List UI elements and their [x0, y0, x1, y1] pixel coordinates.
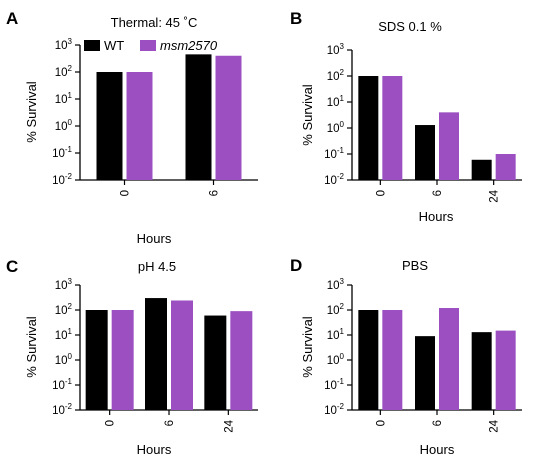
panel-b: B SDS 0.1 % 10-2 10-1 100 101 102 103 % Survival…	[290, 9, 522, 224]
y-tick-label: 10-1	[52, 377, 72, 392]
bar-msm2570-0h	[382, 310, 403, 410]
y-tick-label: 103	[55, 277, 73, 292]
bar-msm2570-0h	[382, 76, 403, 180]
bar-wt-0h	[85, 310, 108, 410]
y-tick-label: 10-2	[52, 172, 72, 187]
y-tick-label: 10-1	[324, 146, 344, 161]
panel-letter: C	[6, 257, 18, 276]
bar-wt-24h	[471, 332, 492, 410]
y-tick-label: 102	[327, 68, 345, 83]
y-tick-label: 100	[327, 120, 345, 135]
y-axis-label: % Survival	[300, 316, 315, 378]
y-tick-label: 101	[327, 327, 345, 342]
x-tick-label: 6	[164, 420, 176, 426]
chart-title: SDS 0.1 %	[378, 19, 442, 34]
panel-letter: A	[6, 9, 18, 28]
x-axis-label: Hours	[137, 231, 172, 246]
legend-label: WT	[104, 38, 124, 53]
y-axis-label: % Survival	[300, 84, 315, 146]
x-tick-label: 24	[489, 189, 501, 202]
bar-wt-0h	[358, 310, 379, 410]
chart-title: pH 4.5	[138, 259, 176, 274]
x-tick-label: 0	[375, 420, 387, 426]
y-tick-label: 102	[55, 64, 73, 79]
panel-letter: D	[290, 256, 302, 275]
y-tick-label: 100	[55, 352, 73, 367]
panel-a: A Thermal: 45 ˚C 10-2 10-1 100 101 102 103 % Sur…	[6, 9, 258, 246]
y-tick-label: 103	[55, 37, 73, 52]
legend-swatch	[140, 40, 156, 51]
bar-msm2570-24h	[495, 330, 516, 410]
y-tick-label: 101	[55, 327, 73, 342]
x-tick-label: 6	[432, 190, 444, 196]
x-axis-label: Hours	[419, 209, 454, 224]
bar-wt-0h	[358, 76, 379, 180]
chart-title: PBS	[402, 258, 428, 273]
bar-wt-6h	[415, 336, 435, 410]
y-tick-label: 102	[327, 302, 345, 317]
x-tick-label: 24	[223, 419, 235, 432]
bar-msm2570-6h	[439, 308, 459, 410]
bar-msm2570-0h	[126, 72, 153, 180]
chart-title: Thermal: 45 ˚C	[111, 15, 198, 30]
x-tick-label: 0	[105, 420, 117, 426]
y-tick-label: 101	[55, 91, 73, 106]
x-axis-label: Hours	[420, 442, 455, 457]
bar-wt-0h	[96, 72, 123, 180]
y-axis-label: % Survival	[24, 81, 39, 143]
y-tick-label: 102	[55, 302, 73, 317]
bar-wt-24h	[471, 159, 492, 180]
y-tick-label: 10-2	[52, 402, 72, 417]
y-tick-label: 101	[327, 94, 345, 109]
x-tick-label: 6	[432, 420, 444, 426]
y-tick-label: 100	[327, 352, 345, 367]
y-axis-label: % Survival	[24, 316, 39, 378]
legend-label: msm2570	[160, 38, 218, 53]
bar-wt-6h	[415, 125, 435, 180]
bar-wt-6h	[185, 54, 212, 180]
y-tick-label: 10-1	[52, 145, 72, 160]
panel-d: D PBS 10-2 10-1 100 101 102 103 % Survival 0 6 24 Ho…	[290, 256, 522, 457]
x-tick-label: 0	[375, 190, 387, 196]
bar-wt-24h	[204, 315, 227, 410]
y-tick-label: 10-2	[324, 402, 344, 417]
bar-msm2570-24h	[495, 154, 516, 180]
legend-swatch	[84, 40, 100, 51]
legend: WT msm2570	[84, 38, 218, 53]
x-tick-label: 0	[120, 190, 132, 196]
x-tick-label: 24	[489, 419, 501, 432]
x-tick-label: 6	[209, 190, 221, 196]
y-tick-label: 10-1	[324, 377, 344, 392]
panel-letter: B	[290, 9, 302, 28]
bar-msm2570-0h	[111, 310, 134, 410]
bar-msm2570-6h	[439, 112, 459, 180]
bar-wt-6h	[145, 298, 167, 410]
y-tick-label: 100	[55, 118, 73, 133]
y-tick-label: 103	[327, 277, 345, 292]
bar-msm2570-6h	[215, 55, 242, 180]
bar-msm2570-24h	[230, 311, 253, 410]
y-tick-label: 10-2	[324, 172, 344, 187]
x-axis-label: Hours	[137, 442, 172, 457]
bar-msm2570-6h	[171, 300, 193, 410]
y-tick-label: 103	[327, 42, 345, 57]
